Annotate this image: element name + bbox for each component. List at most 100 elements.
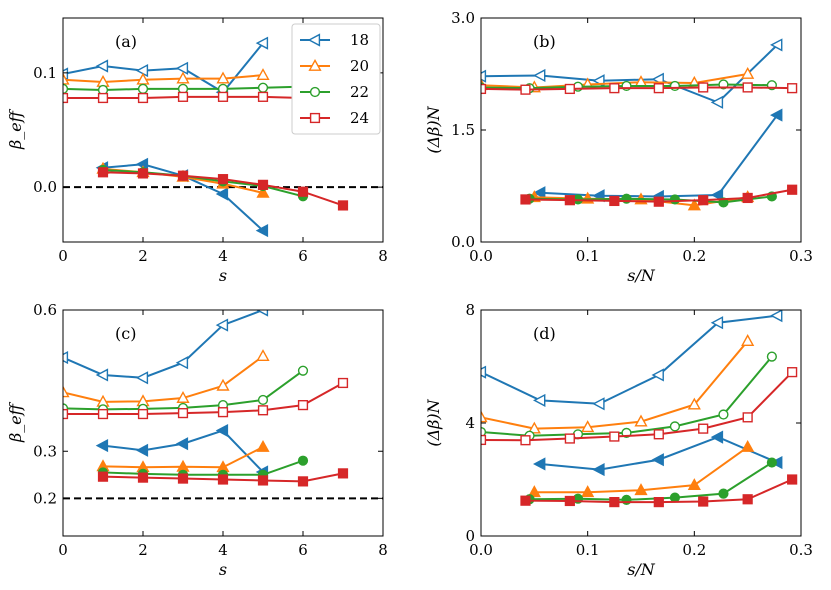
data-point	[137, 472, 149, 483]
legend-label: 20	[350, 57, 369, 75]
y-tick-label: 3.0	[451, 9, 475, 27]
data-point	[217, 474, 229, 485]
plot-area	[63, 36, 349, 238]
data-point	[217, 91, 229, 102]
y-tick-label: 8	[465, 301, 475, 319]
series-line	[63, 74, 264, 84]
data-point	[520, 194, 531, 205]
data-point	[527, 421, 541, 434]
series-22-filled	[524, 457, 777, 505]
data-point	[337, 468, 349, 479]
y-tick-label: 0.3	[33, 442, 57, 460]
x-tick-label: 2	[138, 541, 148, 559]
legend-frame	[291, 23, 381, 135]
series-line	[63, 310, 264, 379]
x-tick-label: 6	[298, 247, 308, 265]
series-22-open	[63, 365, 309, 415]
data-point	[718, 488, 729, 499]
data-point	[766, 457, 777, 468]
y-axis-label: (Δβ)N	[424, 105, 443, 153]
legend-marker	[307, 33, 321, 47]
data-point	[742, 192, 753, 204]
data-point	[609, 83, 620, 94]
data-point	[698, 82, 709, 93]
data-point	[653, 83, 664, 94]
x-tick-label: 0.3	[789, 247, 813, 265]
series-line	[63, 382, 344, 416]
data-point	[177, 473, 189, 484]
data-point	[592, 397, 605, 411]
data-point	[337, 377, 349, 389]
data-point	[564, 495, 575, 507]
data-point	[215, 423, 229, 438]
data-point	[564, 195, 575, 206]
data-point	[95, 368, 109, 382]
x-tick-label: 0.1	[576, 541, 600, 559]
series-18-open	[481, 38, 783, 109]
series-24-filled	[97, 468, 349, 487]
data-point	[564, 83, 575, 95]
data-point	[787, 184, 798, 195]
series-24-open	[63, 377, 349, 420]
data-point	[297, 400, 309, 411]
data-point	[634, 414, 648, 427]
x-tick-label: 0.3	[789, 541, 813, 559]
y-axis-label: (Δβ)N	[424, 398, 443, 446]
data-point	[97, 92, 109, 104]
data-point	[669, 194, 681, 205]
x-tick-label: 4	[218, 247, 228, 265]
data-point	[741, 439, 755, 452]
plot-area	[481, 310, 798, 508]
axes-frame	[480, 17, 802, 243]
data-point	[653, 429, 664, 440]
legend-marker	[309, 112, 321, 124]
y-tick-label: 0.0	[451, 233, 475, 251]
data-point	[710, 95, 724, 109]
data-point	[256, 439, 270, 452]
data-point	[669, 421, 681, 432]
data-point	[215, 187, 229, 201]
y-axis-label: β_eff	[6, 108, 25, 150]
data-point	[710, 188, 724, 202]
series-24-open	[481, 367, 798, 446]
data-point	[787, 83, 798, 94]
plot-area	[63, 310, 349, 487]
data-point	[770, 108, 783, 122]
series-line	[529, 461, 773, 501]
data-point	[97, 471, 109, 482]
data-point	[63, 83, 69, 94]
x-tick-label: 0	[58, 541, 68, 559]
series-22-filled	[97, 164, 309, 202]
x-axis-label: s	[219, 560, 227, 579]
data-point	[687, 397, 701, 410]
data-point	[787, 474, 798, 485]
data-point	[581, 485, 595, 498]
data-point	[256, 68, 270, 81]
data-point	[481, 410, 488, 423]
data-point	[520, 495, 531, 506]
series-18-open	[481, 310, 783, 411]
y-tick-label: 0.1	[33, 64, 57, 82]
x-tick-label: 8	[378, 541, 388, 559]
data-point	[564, 433, 575, 444]
plot-area	[481, 38, 798, 211]
data-point	[63, 72, 70, 85]
data-point	[533, 186, 546, 200]
data-point	[215, 318, 229, 332]
series-line	[481, 340, 749, 430]
x-axis-label: s/N	[627, 266, 656, 285]
data-point	[217, 174, 229, 185]
legend-label: 22	[350, 83, 369, 101]
data-point	[255, 310, 269, 317]
data-point	[137, 92, 149, 104]
data-point	[175, 61, 189, 75]
data-point	[718, 409, 729, 420]
x-tick-label: 0.0	[469, 541, 493, 559]
data-point	[63, 350, 69, 365]
x-tick-label: 0.2	[682, 541, 706, 559]
data-point	[135, 64, 149, 78]
series-20-open	[63, 68, 270, 87]
data-point	[527, 485, 541, 498]
